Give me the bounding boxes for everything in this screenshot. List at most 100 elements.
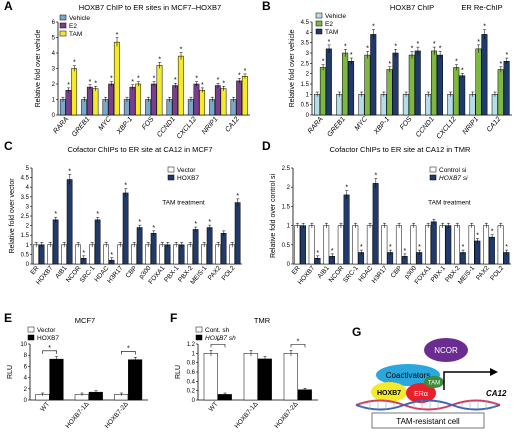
significance-star: * — [404, 248, 407, 255]
bar — [187, 244, 193, 265]
y-axis-label: Relative fold over vector — [9, 178, 16, 254]
bar — [145, 244, 151, 265]
significance-star: * — [195, 76, 198, 83]
significance-star: * — [461, 67, 464, 74]
category-label: GREB1 — [326, 116, 347, 139]
legend-swatch — [315, 12, 323, 19]
y-tick-label: 0 — [287, 262, 291, 268]
panel-label-g: G — [352, 325, 361, 339]
bar — [425, 225, 431, 265]
bar — [447, 94, 454, 116]
bar — [436, 54, 443, 116]
significance-star: * — [455, 59, 458, 66]
significance-star: * — [439, 45, 442, 52]
bar — [342, 52, 349, 116]
significance-star: * — [345, 185, 348, 192]
bar — [94, 219, 101, 265]
bar — [214, 85, 221, 116]
significance-star: * — [505, 52, 508, 59]
bar — [430, 221, 437, 265]
bar — [113, 41, 120, 116]
significance-star: * — [124, 183, 127, 190]
y-axis-label: RLU — [175, 365, 182, 379]
bar — [75, 244, 81, 265]
bar — [199, 89, 206, 116]
significance-star: * — [244, 68, 247, 75]
legend-label: E2 — [69, 23, 77, 30]
panel-title: HOXB7 ChIP — [390, 3, 434, 12]
legend-label: HOXB7 — [177, 175, 199, 182]
bar — [131, 244, 137, 265]
significance-bracket — [290, 344, 306, 348]
bar — [61, 244, 67, 265]
significance-star: * — [208, 219, 211, 226]
category-label: SRC-1 — [342, 265, 360, 285]
y-tick-label: 2 — [306, 72, 310, 78]
bar — [203, 353, 218, 401]
cell-box — [371, 412, 485, 429]
y-tick-label: 0.4 — [187, 379, 196, 385]
y-tick-label: 3 — [306, 51, 310, 57]
bar — [319, 67, 326, 116]
significance-star: * — [89, 79, 92, 86]
significance-star: * — [158, 56, 161, 63]
bar — [300, 225, 306, 265]
legend-swatch — [59, 14, 67, 21]
legend-swatch — [195, 326, 203, 333]
bar — [343, 194, 350, 265]
category-label: CCND1 — [156, 116, 177, 139]
bar — [159, 244, 165, 265]
significance-star: * — [344, 43, 347, 50]
significance-star: * — [110, 76, 113, 83]
category-label: CXCL12 — [176, 116, 198, 141]
bar — [325, 48, 332, 116]
category-label: MEIS-1 — [457, 264, 477, 285]
bar — [122, 192, 129, 265]
y-axis-label: Relative fold over vehicle — [35, 29, 42, 107]
category-label: CBP — [125, 265, 139, 280]
y-tick-label: 8 — [24, 353, 28, 359]
category-label: NRIP1 — [462, 116, 481, 136]
legend-swatch — [315, 28, 323, 35]
significance-star: * — [476, 233, 479, 240]
category-label: GREB1 — [71, 116, 92, 139]
bar — [33, 244, 39, 265]
bar — [150, 233, 157, 265]
significance-star: * — [131, 79, 134, 86]
bar — [483, 225, 490, 265]
bar — [497, 69, 504, 116]
panel-label: A — [4, 0, 13, 13]
bar — [425, 94, 432, 116]
bar — [49, 358, 64, 401]
bar — [474, 240, 481, 265]
bar — [503, 61, 510, 116]
bar — [469, 94, 476, 116]
bar — [488, 236, 495, 265]
significance-star: * — [366, 45, 369, 52]
significance-star: * — [222, 80, 225, 87]
y-tick-label: 3.5 — [21, 195, 30, 201]
y-tick-label: 1.5 — [21, 233, 30, 239]
significance-star: * — [68, 168, 71, 175]
bar — [172, 85, 179, 116]
y-tick-label: 3 — [52, 67, 56, 73]
panel-label: D — [262, 139, 271, 153]
bar — [129, 86, 136, 116]
y-tick-label: 1.2 — [187, 342, 196, 348]
coactivators-shape — [376, 364, 440, 386]
y-tick-label: 0 — [26, 262, 30, 268]
category-label: H3R17 — [371, 264, 390, 284]
legend-label: HOXB7 si — [439, 175, 468, 182]
panel-label: B — [262, 0, 271, 13]
bar — [294, 225, 301, 265]
significance-star: * — [201, 82, 204, 89]
significance-star: * — [372, 24, 375, 31]
y-tick-label: 5 — [52, 36, 56, 42]
er-label: ERα — [414, 391, 428, 398]
significance-star: * — [374, 173, 377, 180]
legend-swatch — [59, 30, 67, 37]
panel-title: HOXB7 ChIP to ER sites in MCF7–HOXB7 — [79, 3, 221, 12]
legend-label: Control si — [439, 167, 466, 174]
significance-star: * — [322, 59, 325, 66]
